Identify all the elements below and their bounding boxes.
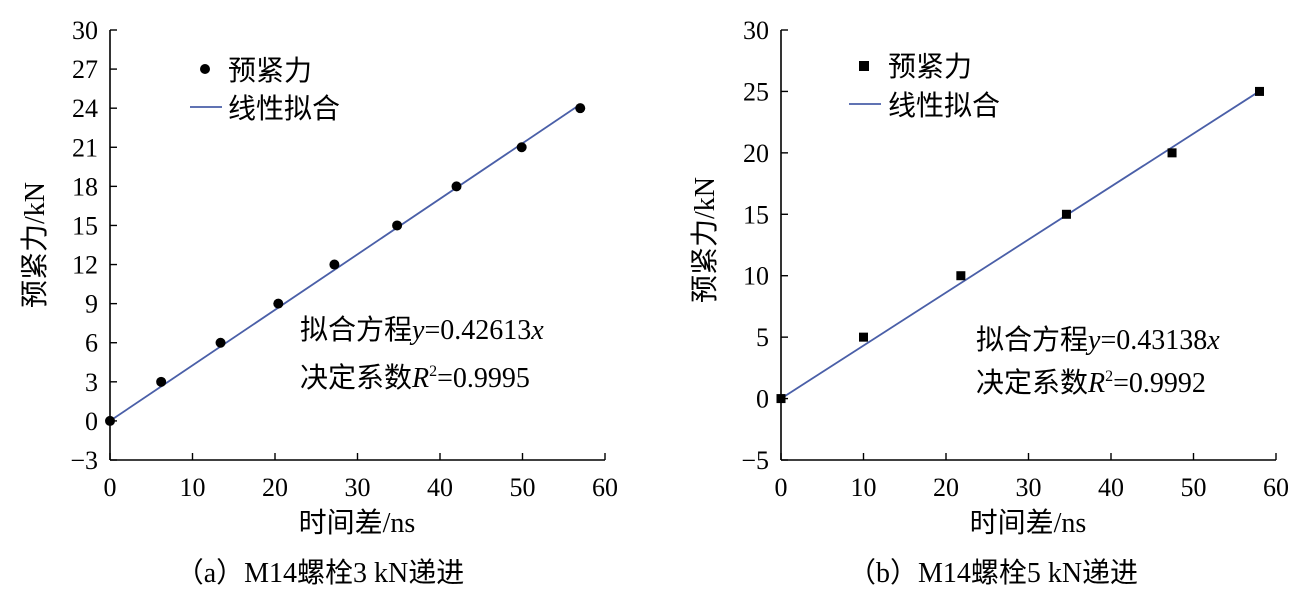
fit-line-b xyxy=(780,90,1260,400)
legend-label-points-b: 预紧力 xyxy=(888,51,972,83)
legend-label-fit-b: 线性拟合 xyxy=(888,90,1000,122)
y-tick-label-a-5: 12 xyxy=(72,251,98,280)
x-tick-label-b-60: 60 xyxy=(1263,473,1289,502)
y-tick-label-b-2: 5 xyxy=(756,323,769,352)
marks-b xyxy=(776,86,1264,404)
y-tick-label-a-7: 18 xyxy=(72,172,98,201)
point-b-3 xyxy=(1061,209,1071,219)
x-tick-label-b-20: 20 xyxy=(933,473,959,502)
x-tick-label-b-50: 50 xyxy=(1181,473,1207,502)
y-tick-label-a-10: 27 xyxy=(72,55,98,84)
point-a-4 xyxy=(329,259,340,270)
y-tick-label-a-6: 15 xyxy=(72,211,98,240)
x-tick-label-a-20: 20 xyxy=(262,473,288,502)
r2-b: 决定系数R2=0.9992 xyxy=(976,367,1206,399)
legend-label-points: 预紧力 xyxy=(228,55,312,87)
y-axis-label-b: 预紧力/kN xyxy=(689,177,721,303)
y-tick-label-b-4: 15 xyxy=(743,200,769,229)
x-tick-label-b-40: 40 xyxy=(1098,473,1124,502)
y-tick-label-a-4: 9 xyxy=(85,290,98,319)
point-b-1 xyxy=(859,332,868,342)
fit-line-a xyxy=(109,103,581,422)
point-a-5 xyxy=(392,220,403,231)
legend-label-fit: 线性拟合 xyxy=(228,93,340,125)
equation-b: 拟合方程y=0.43138x xyxy=(976,324,1220,356)
x-tick-label-a-40: 40 xyxy=(427,473,453,502)
x-tick-label-b-30: 30 xyxy=(1016,473,1042,502)
point-a-7 xyxy=(516,142,527,153)
x-tick-label-a-50: 50 xyxy=(510,473,536,502)
y-tick-label-b-6: 25 xyxy=(743,77,769,106)
x-tick-label-a-30: 30 xyxy=(345,473,371,502)
point-a-1 xyxy=(156,376,167,387)
point-a-8 xyxy=(575,103,586,114)
y-tick-label-a-3: 6 xyxy=(85,329,98,358)
legend-marker-circle xyxy=(200,64,210,74)
point-a-6 xyxy=(451,181,462,192)
y-tick-label-b-7: 30 xyxy=(743,16,769,45)
y-tick-label-b-1: 0 xyxy=(756,385,769,414)
y-tick-label-a-1: 0 xyxy=(85,407,98,436)
x-tick-label-b-0: 0 xyxy=(775,473,788,502)
marks-a xyxy=(105,103,586,426)
x-tick-label-a-10: 10 xyxy=(180,473,206,502)
y-tick-label-a-11: 30 xyxy=(72,16,98,45)
caption-b: （b）M14螺栓5 kN递进 xyxy=(848,557,1138,589)
y-tick-label-b-0: −5 xyxy=(741,446,769,475)
legend-marker-square xyxy=(859,61,869,71)
y-tick-label-a-9: 24 xyxy=(72,94,98,123)
x-tick-label-a-60: 60 xyxy=(592,473,618,502)
r2-a: 决定系数R2=0.9995 xyxy=(300,362,530,394)
point-a-3 xyxy=(273,298,284,309)
point-a-0 xyxy=(105,415,115,426)
x-axis-label-b: 时间差/ns xyxy=(970,507,1087,539)
y-tick-label-a-8: 21 xyxy=(72,133,98,162)
y-tick-label-b-3: 10 xyxy=(743,262,769,291)
point-b-0 xyxy=(776,394,786,404)
point-b-4 xyxy=(1167,148,1177,158)
x-tick-label-b-10: 10 xyxy=(851,473,877,502)
point-a-2 xyxy=(215,337,226,348)
point-b-2 xyxy=(956,271,966,281)
y-axis-label-a: 预紧力/kN xyxy=(19,182,51,308)
x-tick-label-a-0: 0 xyxy=(104,473,117,502)
point-b-5 xyxy=(1255,86,1264,96)
y-tick-label-b-5: 20 xyxy=(743,139,769,168)
equation-a: 拟合方程y=0.42613x xyxy=(300,314,544,346)
y-tick-label-a-2: 3 xyxy=(85,368,98,397)
x-axis-label-a: 时间差/ns xyxy=(299,507,416,539)
caption-a: （a）M14螺栓3 kN递进 xyxy=(176,557,465,589)
y-tick-label-a-0: −3 xyxy=(70,446,98,475)
